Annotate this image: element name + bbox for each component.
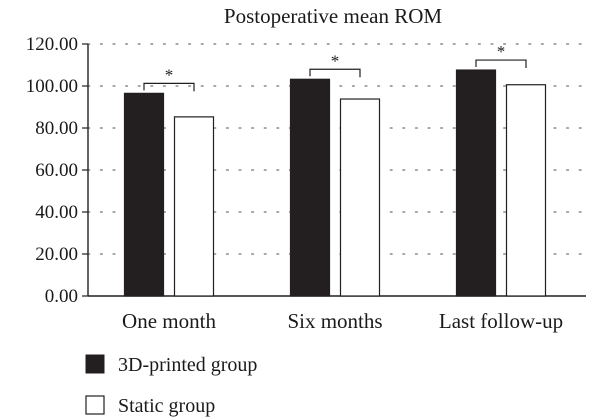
bar-static <box>339 98 381 297</box>
bars <box>123 69 547 297</box>
bar-3d-printed <box>123 92 165 297</box>
gridlines <box>87 43 587 255</box>
x-tick-label: Six months <box>287 309 382 333</box>
legend-swatch-static <box>85 395 105 415</box>
y-tick-label: 20.00 <box>35 244 78 265</box>
significance-bracket <box>143 82 195 92</box>
chart-title: Postoperative mean ROM <box>224 4 442 28</box>
legend-label-3d-printed: 3D-printed group <box>118 354 257 376</box>
significance-star: * <box>165 65 174 84</box>
significance-bracket <box>475 59 527 69</box>
y-tick-label: 120.00 <box>26 34 78 55</box>
bar-3d-printed <box>455 69 497 297</box>
bar-static <box>505 84 547 297</box>
legend: 3D-printed group Static group <box>85 354 257 417</box>
x-tick-label: Last follow-up <box>439 309 563 333</box>
significance-star: * <box>497 42 506 61</box>
bar-3d-printed <box>289 78 331 297</box>
bar-static <box>173 116 215 297</box>
y-axis-ticks: 0.00 20.00 40.00 60.00 80.00 100.00 120.00 <box>26 34 88 307</box>
legend-label-static: Static group <box>118 395 215 417</box>
y-tick-label: 0.00 <box>45 286 78 307</box>
y-tick-label: 40.00 <box>35 202 78 223</box>
y-tick-label: 60.00 <box>35 160 78 181</box>
x-axis-ticks: One month Six months Last follow-up <box>122 309 563 333</box>
y-tick-label: 80.00 <box>35 118 78 139</box>
significance-markers: * * * <box>143 42 527 92</box>
y-tick-label: 100.00 <box>26 76 78 97</box>
significance-bracket <box>309 68 361 78</box>
x-tick-label: One month <box>122 309 216 333</box>
legend-swatch-3d-printed <box>85 354 105 374</box>
significance-star: * <box>331 51 340 70</box>
